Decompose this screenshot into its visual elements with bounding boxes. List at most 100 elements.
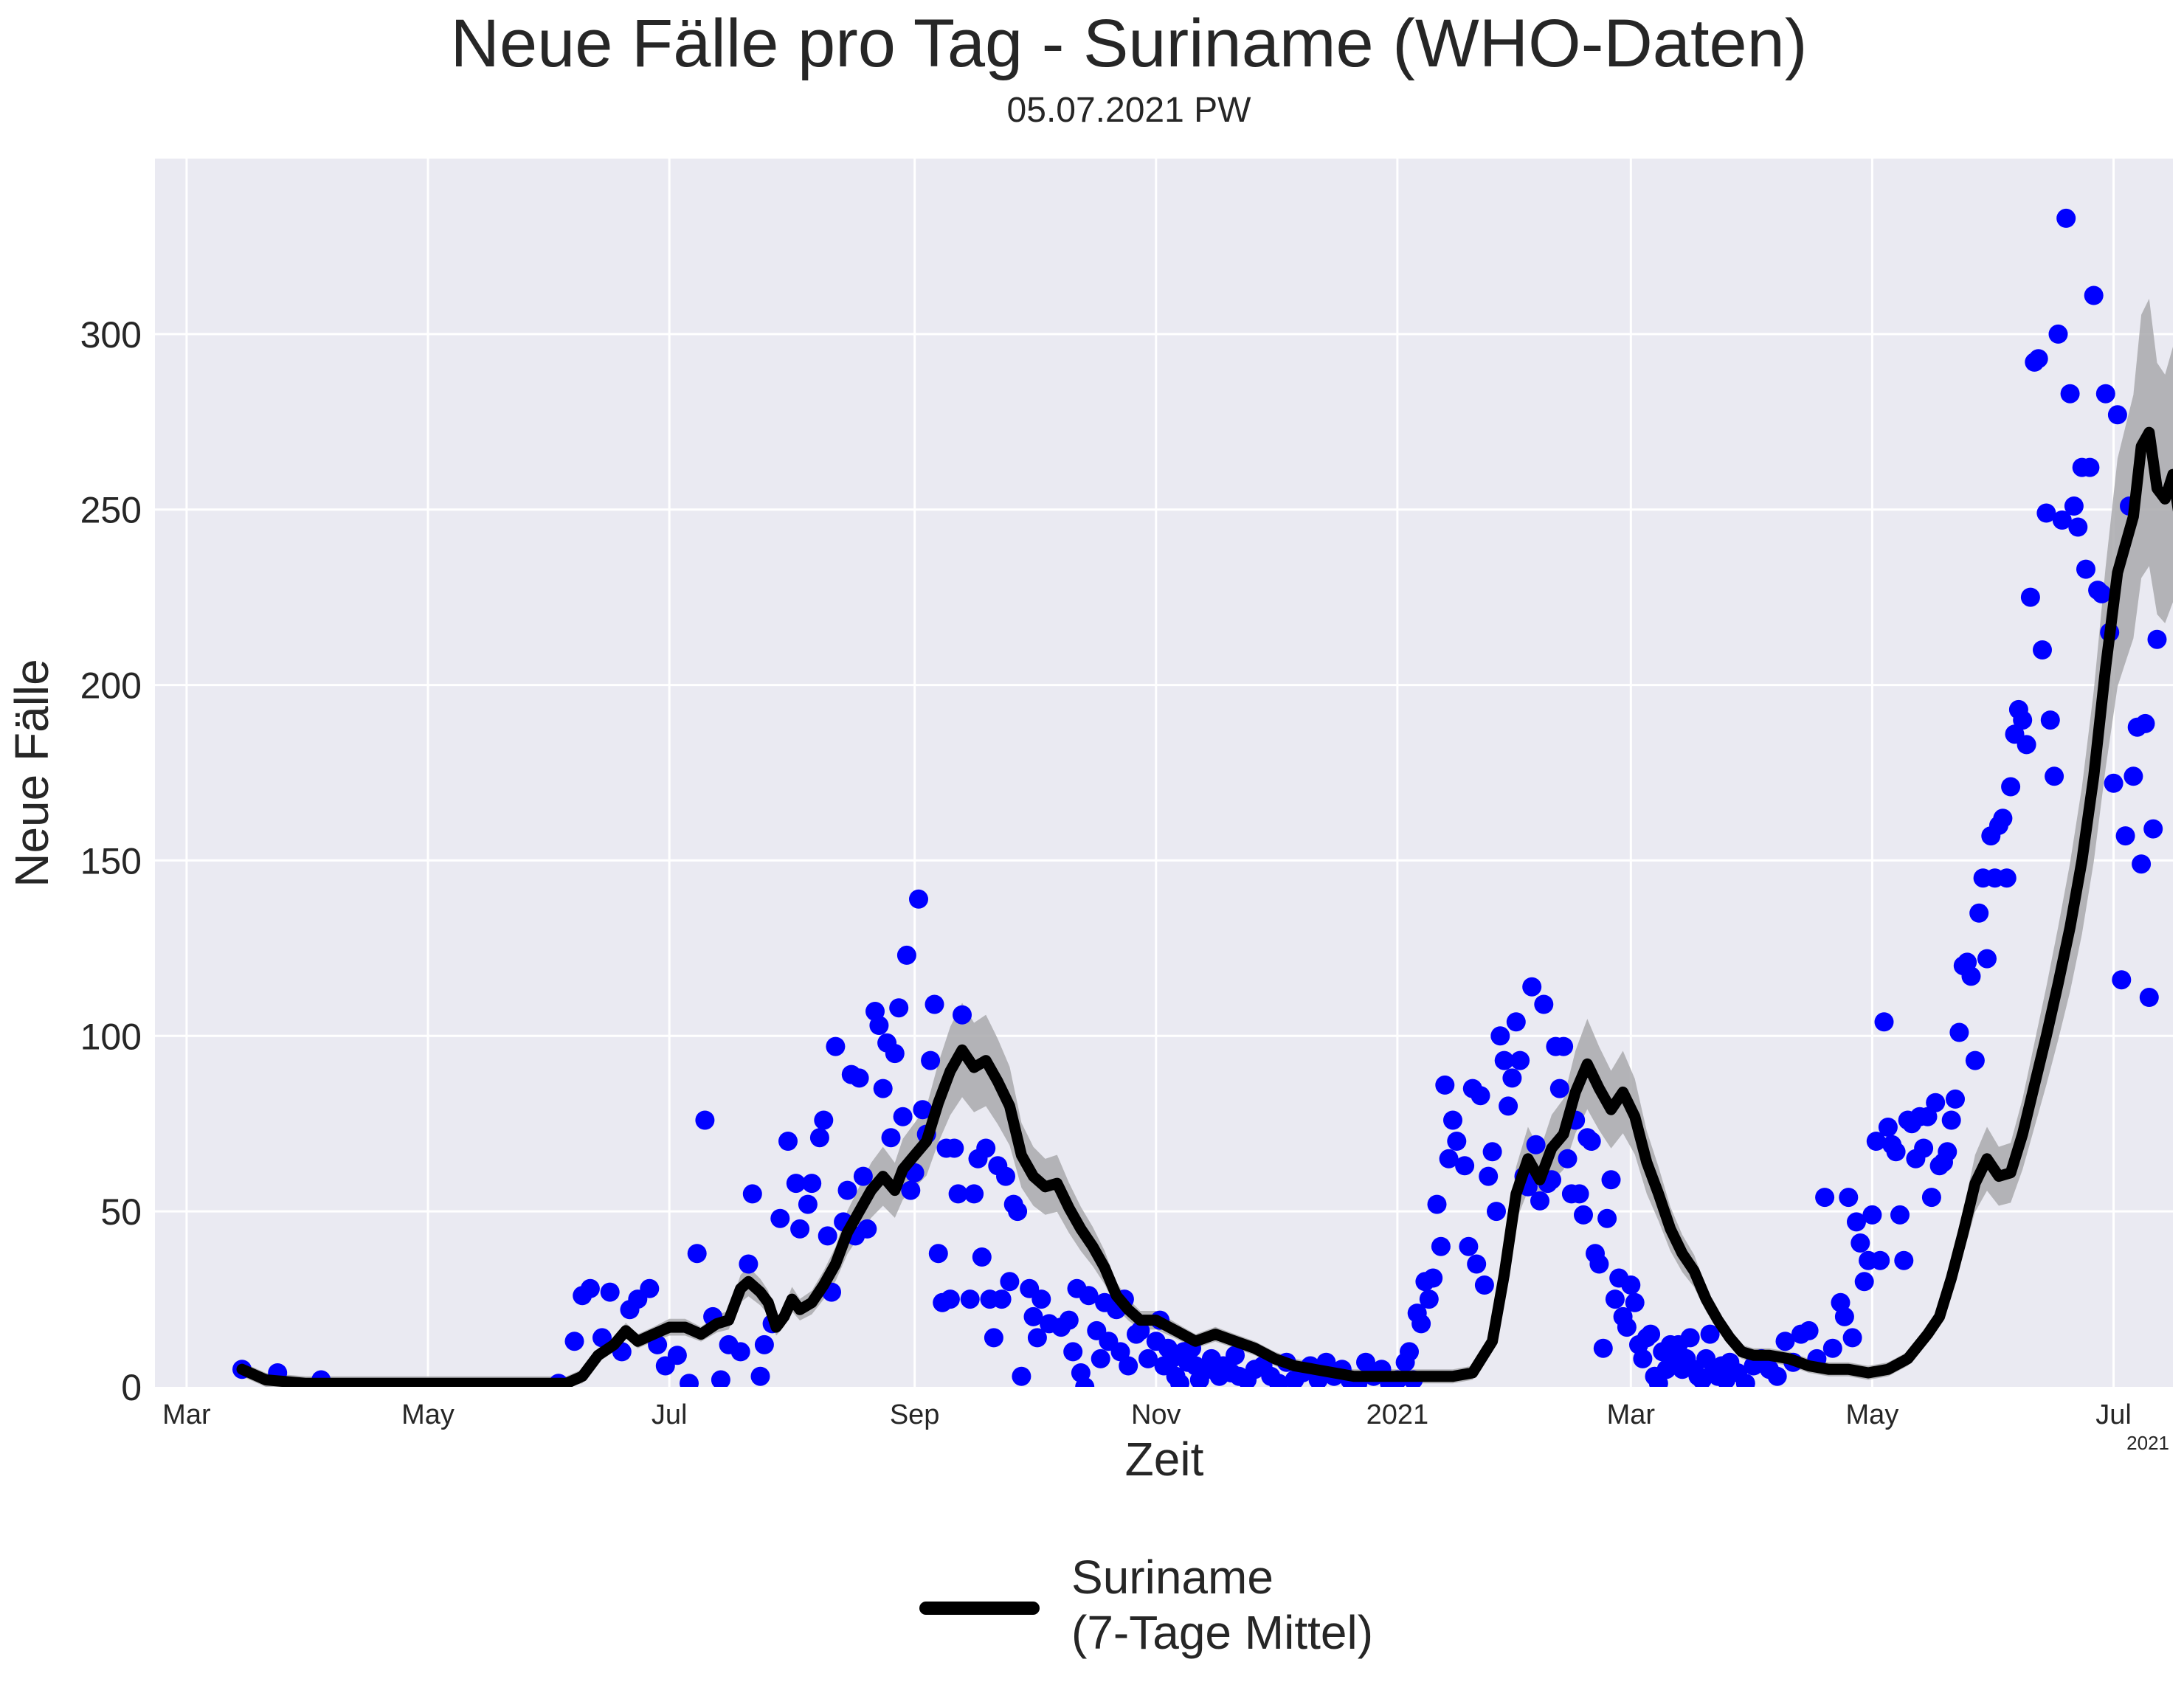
data-point	[1914, 1139, 1933, 1158]
data-point	[1641, 1325, 1660, 1344]
data-point	[2143, 820, 2163, 839]
data-point	[1966, 1051, 1985, 1070]
data-point	[1435, 1076, 1454, 1095]
y-axis-ticks: 050100150200250300	[80, 314, 142, 1408]
data-point	[755, 1335, 774, 1354]
data-point	[688, 1244, 707, 1263]
data-point	[2056, 209, 2076, 228]
data-point	[976, 1139, 995, 1158]
data-point	[1420, 1289, 1439, 1309]
data-point	[751, 1367, 770, 1386]
y-tick-label: 200	[80, 665, 142, 707]
data-point	[1938, 1142, 1957, 1161]
x-tick-label: Mar	[1607, 1399, 1656, 1430]
x-tick-label: May	[1846, 1399, 1899, 1430]
data-point	[1012, 1367, 1031, 1386]
data-point	[1499, 1096, 1518, 1115]
data-point	[2093, 584, 2112, 603]
data-point	[1870, 1251, 1890, 1270]
data-point	[961, 1289, 980, 1309]
x-tick-label: Jul	[652, 1399, 688, 1430]
data-point	[2104, 774, 2123, 793]
data-point	[2140, 988, 2159, 1007]
data-point	[1823, 1339, 1842, 1358]
data-point	[668, 1346, 687, 1365]
data-point	[581, 1279, 600, 1298]
x-tick-label: Jul	[2095, 1399, 2132, 1430]
data-point	[1617, 1318, 1637, 1337]
data-point	[1447, 1132, 1466, 1151]
data-point	[814, 1111, 833, 1130]
data-point	[869, 1016, 888, 1035]
data-point	[1534, 995, 1553, 1014]
data-point	[731, 1342, 750, 1361]
data-point	[1594, 1339, 1613, 1358]
data-point	[1949, 1023, 1969, 1042]
data-point	[601, 1283, 620, 1302]
x-axis-label: Zeit	[1125, 1433, 1204, 1486]
x-tick-label: Nov	[1131, 1399, 1181, 1430]
data-point	[838, 1181, 857, 1200]
data-point	[1625, 1293, 1645, 1312]
y-tick-label: 300	[80, 314, 142, 356]
data-point	[1475, 1275, 1494, 1295]
data-point	[2080, 458, 2099, 477]
data-point	[770, 1209, 789, 1228]
data-point	[1063, 1342, 1082, 1361]
data-point	[1008, 1202, 1027, 1221]
x-tick-label: Mar	[162, 1399, 211, 1430]
data-point	[894, 1107, 913, 1126]
data-point	[1522, 977, 1541, 997]
data-point	[885, 1044, 905, 1063]
data-point	[1574, 1205, 1593, 1225]
data-point	[909, 890, 928, 909]
data-point	[743, 1184, 762, 1203]
data-point	[941, 1289, 960, 1309]
data-point	[1550, 1079, 1569, 1098]
data-point	[2017, 735, 2036, 754]
data-point	[1887, 1142, 1906, 1161]
data-point	[1850, 1233, 1870, 1253]
data-point	[2096, 384, 2115, 404]
data-point	[1835, 1307, 1854, 1326]
data-point	[953, 1005, 972, 1025]
data-point	[1483, 1142, 1502, 1161]
data-point	[1589, 1255, 1608, 1274]
data-point	[854, 1167, 873, 1186]
data-point	[1467, 1255, 1486, 1274]
data-point	[1681, 1328, 1700, 1347]
data-point	[1091, 1349, 1110, 1368]
data-point	[2112, 970, 2131, 989]
data-point	[778, 1132, 798, 1151]
data-point	[944, 1139, 964, 1158]
data-point	[1946, 1090, 1965, 1109]
data-point	[1602, 1170, 1621, 1189]
data-point	[2132, 854, 2151, 873]
data-point	[1527, 1135, 1546, 1154]
data-point	[1558, 1149, 1577, 1169]
data-point	[2108, 405, 2127, 424]
data-point	[1490, 1026, 1510, 1045]
data-point	[1000, 1272, 1019, 1291]
data-point	[1060, 1311, 1079, 1330]
data-point	[1962, 966, 1981, 986]
data-point	[1922, 1188, 1941, 1207]
data-point	[565, 1332, 584, 1351]
data-point	[2029, 349, 2048, 368]
data-point	[850, 1068, 869, 1087]
data-point	[901, 1181, 920, 1200]
data-point	[1993, 809, 2012, 828]
data-point	[874, 1079, 893, 1098]
data-point	[964, 1184, 984, 1203]
data-point	[1411, 1314, 1431, 1333]
x-tick-label: Sep	[890, 1399, 940, 1430]
data-point	[2049, 325, 2068, 344]
data-point	[2116, 826, 2135, 845]
data-point	[897, 946, 916, 965]
data-point	[1507, 1012, 1526, 1031]
data-point	[1879, 1118, 1898, 1137]
data-point	[2041, 710, 2060, 730]
data-point	[925, 995, 944, 1014]
data-point	[857, 1219, 877, 1239]
data-point	[929, 1244, 948, 1263]
